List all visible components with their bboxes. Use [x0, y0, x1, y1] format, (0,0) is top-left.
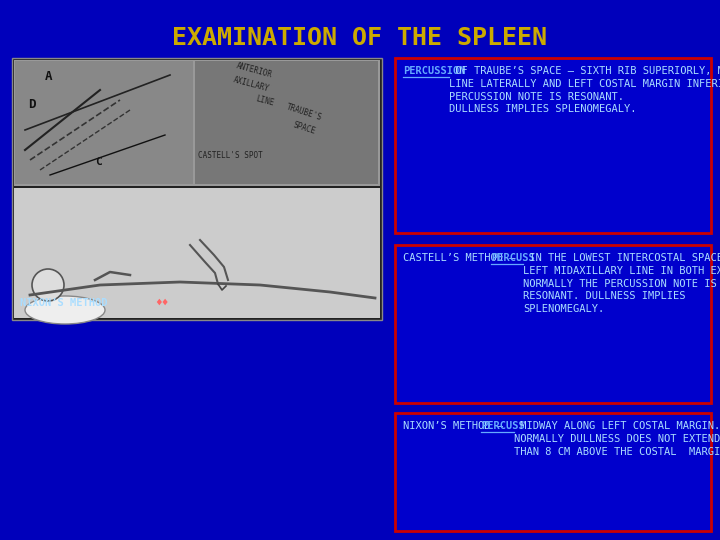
Text: PERCUSS: PERCUSS [482, 421, 525, 431]
Text: D: D [28, 98, 35, 111]
Bar [14, 60, 380, 186]
FancyBboxPatch shape [395, 245, 711, 403]
Text: OF TRAUBE’S SPACE – SIXTH RIB SUPERIORLY, MIDAXILLARY
LINE LATERALLY AND LEFT CO: OF TRAUBE’S SPACE – SIXTH RIB SUPERIORLY… [449, 66, 720, 114]
Bar [195, 61, 378, 184]
Text: PERCUSS: PERCUSS [490, 253, 534, 263]
Text: CASTELL’S METHOD –: CASTELL’S METHOD – [403, 253, 522, 263]
Text: ♦♦: ♦♦ [155, 298, 168, 308]
Text: TRAUBE'S: TRAUBE'S [285, 102, 323, 122]
Text: SPACE: SPACE [292, 120, 317, 136]
Text: NIXON’S METHOD: NIXON’S METHOD [20, 298, 107, 308]
Text: PERCUSSION: PERCUSSION [403, 66, 466, 76]
Text: AXILLARY: AXILLARY [232, 76, 270, 94]
FancyBboxPatch shape [395, 58, 711, 233]
Text: C: C [95, 157, 102, 167]
Text: IN THE LOWEST INTERCOSTAL SPACE IN THE
LEFT MIDAXILLARY LINE IN BOTH EXPIRATION : IN THE LOWEST INTERCOSTAL SPACE IN THE L… [523, 253, 720, 314]
Text: A: A [45, 70, 53, 83]
Text: EXAMINATION OF THE SPLEEN: EXAMINATION OF THE SPLEEN [173, 26, 547, 50]
Bar [14, 188, 380, 318]
Text: MIDWAY ALONG LEFT COSTAL MARGIN.
NORMALLY DULLNESS DOES NOT EXTEND FURTHER
THAN : MIDWAY ALONG LEFT COSTAL MARGIN. NORMALL… [513, 421, 720, 457]
Text: ANTERIOR: ANTERIOR [235, 62, 273, 80]
Ellipse shape [25, 296, 105, 324]
Bar [15, 61, 193, 184]
FancyBboxPatch shape [395, 413, 711, 531]
Text: NIXON’S METHOD –: NIXON’S METHOD – [403, 421, 509, 431]
Text: CASTELL'S SPOT: CASTELL'S SPOT [198, 151, 263, 160]
Circle shape [32, 269, 64, 301]
Bar [12, 58, 382, 320]
Text: LINE: LINE [255, 94, 275, 108]
